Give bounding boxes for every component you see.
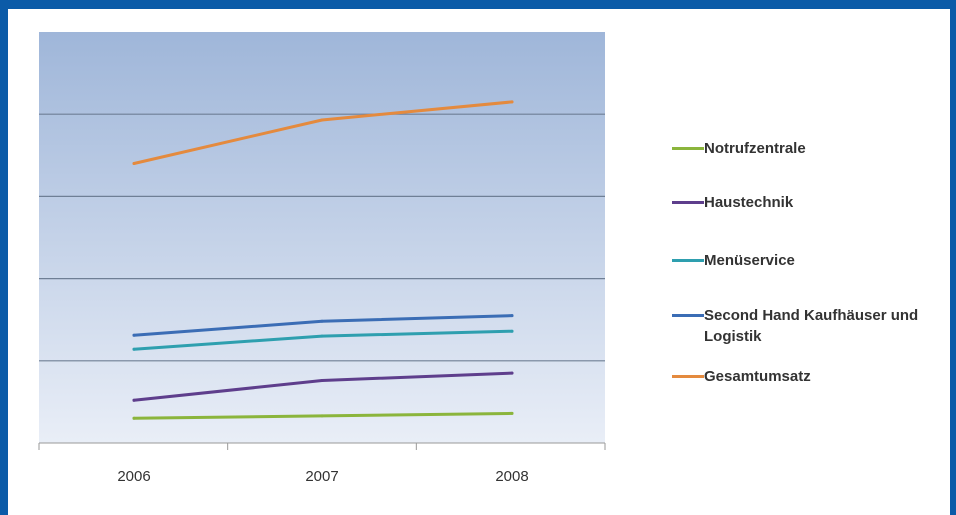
legend-item: Second Hand Kaufhäuser und Logistik (672, 305, 949, 347)
x-axis (38, 442, 606, 450)
series-lines (132, 100, 514, 420)
legend-swatch (672, 314, 704, 317)
data-point (510, 371, 514, 375)
data-point (510, 100, 514, 104)
legend-label: Gesamtumsatz (704, 368, 811, 385)
legend-swatch (672, 375, 704, 378)
data-point (132, 398, 136, 402)
data-point (510, 314, 514, 318)
legend-label: Second Hand Kaufhäuser und Logistik (704, 307, 919, 345)
legend-label: Haustechnik (704, 194, 794, 211)
legend-label: Notrufzentrale (704, 140, 806, 157)
x-tick-label: 2007 (305, 468, 338, 485)
data-point (132, 333, 136, 337)
data-point (320, 118, 324, 122)
data-point (132, 347, 136, 351)
data-point (132, 416, 136, 420)
data-point (132, 162, 136, 165)
x-tick-labels: 2006 2007 2008 (117, 468, 528, 485)
legend-item: Haustechnik (672, 192, 949, 213)
x-tick-label: 2008 (495, 468, 528, 485)
legend-swatch (672, 259, 704, 262)
data-point (320, 379, 324, 382)
legend-label: Menüservice (704, 252, 795, 269)
legend-item: Gesamtumsatz (672, 366, 949, 387)
legend-item: Menüservice (672, 250, 949, 271)
data-point (510, 411, 514, 415)
legend-item: Notrufzentrale (672, 138, 949, 159)
data-point (320, 414, 324, 418)
legend-swatch (672, 201, 704, 204)
x-tick-label: 2006 (117, 468, 150, 485)
data-point (510, 329, 514, 333)
gridlines (39, 113, 605, 362)
data-point (320, 334, 324, 338)
data-point (320, 319, 324, 323)
legend-swatch (672, 147, 704, 150)
